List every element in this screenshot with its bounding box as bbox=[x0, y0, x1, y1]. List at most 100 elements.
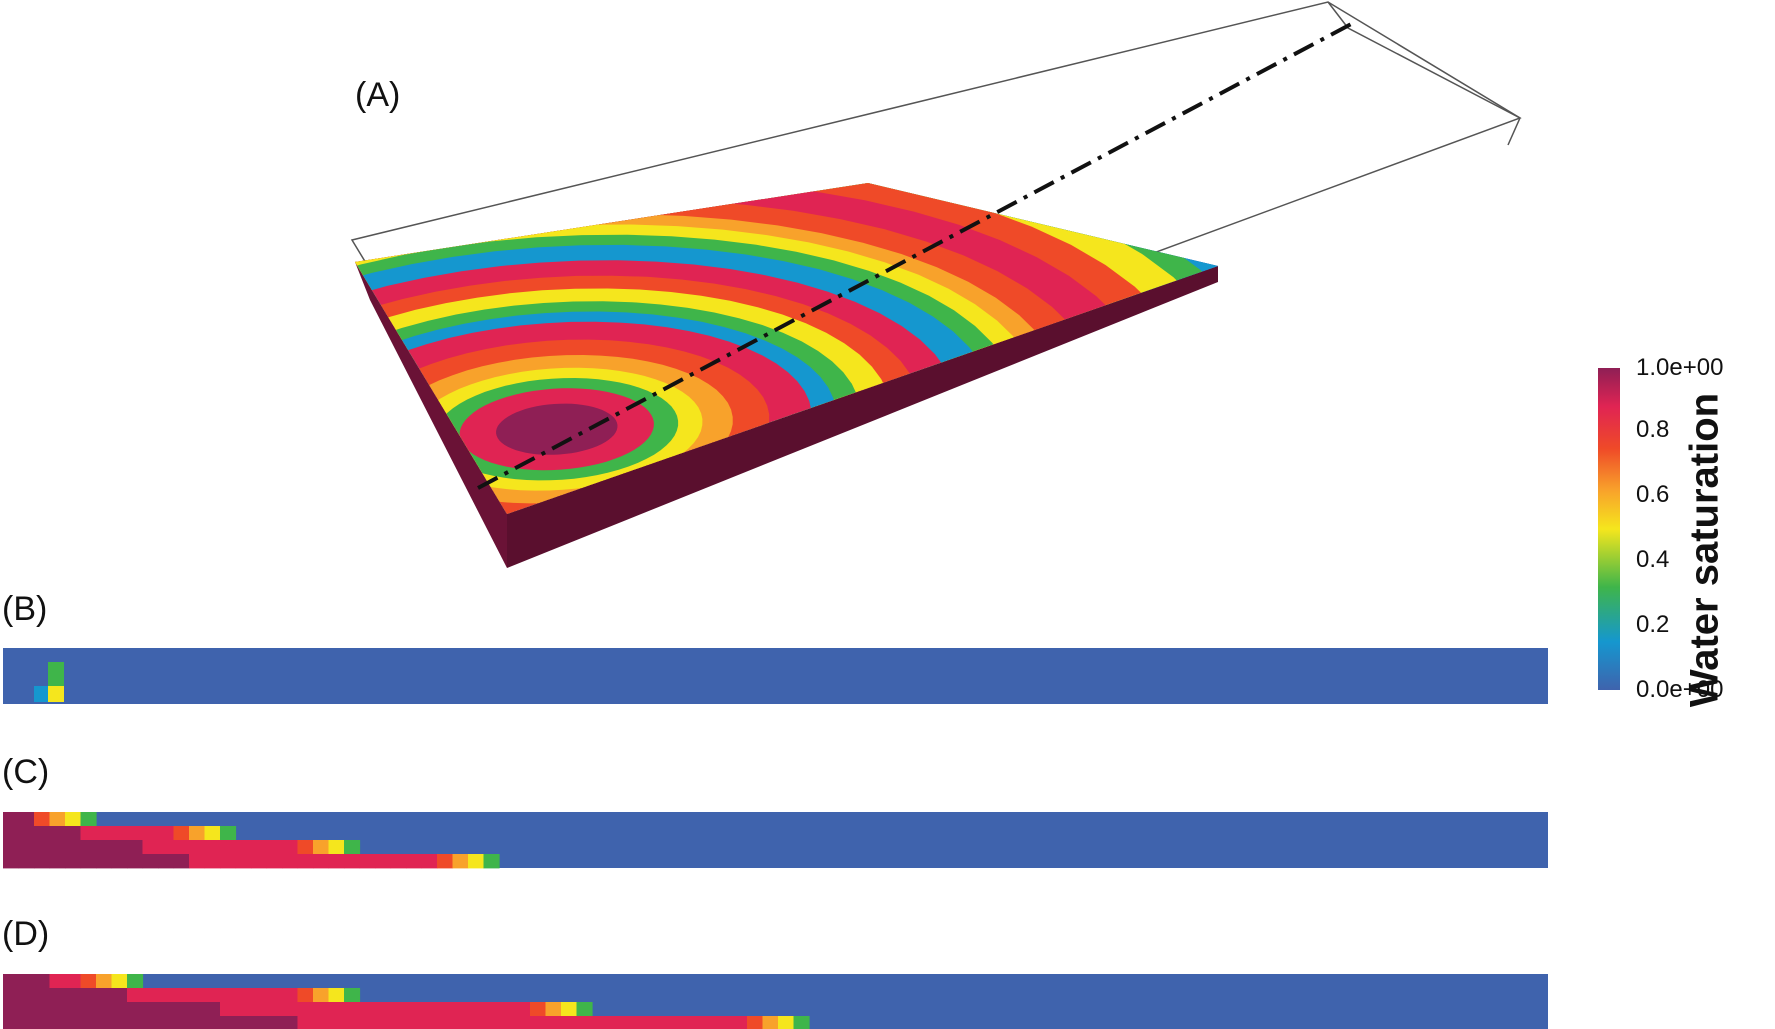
saturation-cell bbox=[313, 854, 330, 869]
saturation-cell bbox=[3, 974, 20, 989]
saturation-cell bbox=[65, 974, 82, 989]
saturation-cell bbox=[328, 854, 345, 869]
saturation-cell bbox=[127, 826, 144, 841]
saturation-cell bbox=[127, 854, 144, 869]
saturation-cell bbox=[592, 1016, 609, 1029]
colorbar-tick-0-6: 0.6 bbox=[1636, 481, 1670, 508]
saturation-cell bbox=[235, 1016, 252, 1029]
saturation-cell bbox=[762, 1016, 779, 1029]
saturation-cell bbox=[34, 812, 51, 827]
saturation-cell bbox=[576, 1016, 593, 1029]
saturation-cell bbox=[530, 1016, 547, 1029]
saturation-cell bbox=[18, 812, 35, 827]
colorbar-title: Water saturation bbox=[1682, 392, 1727, 708]
saturation-cell bbox=[266, 1016, 283, 1029]
saturation-cell bbox=[235, 854, 252, 869]
saturation-cell bbox=[189, 840, 206, 855]
slab-side-front bbox=[507, 266, 1218, 568]
saturation-cell bbox=[204, 840, 221, 855]
saturation-cell bbox=[545, 1002, 562, 1017]
saturation-cell bbox=[111, 840, 128, 855]
saturation-cell bbox=[111, 1016, 128, 1029]
saturation-cell bbox=[111, 826, 128, 841]
colorbar-gradient bbox=[1598, 368, 1620, 690]
saturation-cell bbox=[251, 1002, 268, 1017]
saturation-cell bbox=[3, 812, 20, 827]
saturation-cell bbox=[65, 840, 82, 855]
saturation-cell bbox=[18, 854, 35, 869]
saturation-cell bbox=[173, 826, 190, 841]
saturation-cell bbox=[49, 826, 66, 841]
saturation-cell bbox=[390, 1016, 407, 1029]
saturation-cell bbox=[483, 1016, 500, 1029]
slice-c bbox=[3, 812, 1548, 869]
saturation-cell bbox=[607, 1016, 624, 1029]
saturation-cell bbox=[452, 1016, 469, 1029]
saturation-cell bbox=[189, 854, 206, 869]
saturation-cell bbox=[96, 1002, 113, 1017]
saturation-cell bbox=[437, 854, 454, 869]
saturation-cell bbox=[716, 1016, 733, 1029]
plume-cell bbox=[48, 662, 64, 686]
saturation-cell bbox=[530, 1002, 547, 1017]
saturation-cell bbox=[359, 1002, 376, 1017]
saturation-cell bbox=[142, 988, 159, 1003]
saturation-cell bbox=[654, 1016, 671, 1029]
saturation-cell bbox=[437, 1002, 454, 1017]
saturation-cell bbox=[65, 812, 82, 827]
saturation-cell bbox=[65, 826, 82, 841]
panel-d-label: (D) bbox=[2, 915, 50, 953]
saturation-cell bbox=[359, 854, 376, 869]
panel-a-label: (A) bbox=[355, 76, 401, 114]
slab-side-left bbox=[355, 262, 507, 568]
saturation-cell bbox=[142, 854, 159, 869]
saturation-cell bbox=[80, 854, 97, 869]
saturation-cell bbox=[747, 1016, 764, 1029]
saturation-cell bbox=[173, 840, 190, 855]
saturation-cell bbox=[158, 854, 175, 869]
panel-c-label: (C) bbox=[2, 753, 50, 791]
saturation-cell bbox=[96, 988, 113, 1003]
saturation-cell bbox=[127, 1016, 144, 1029]
saturation-cell bbox=[638, 1016, 655, 1029]
panel-a-3d-view bbox=[350, 1, 1522, 568]
saturation-cell bbox=[127, 974, 144, 989]
saturation-cell bbox=[297, 840, 314, 855]
saturation-cell bbox=[576, 1002, 593, 1017]
saturation-cell bbox=[282, 1016, 299, 1029]
saturation-cell bbox=[127, 1002, 144, 1017]
saturation-cell bbox=[18, 826, 35, 841]
saturation-cell bbox=[3, 840, 20, 855]
saturation-cell bbox=[328, 1016, 345, 1029]
saturation-cell bbox=[406, 1016, 423, 1029]
saturation-cell bbox=[514, 1016, 531, 1029]
saturation-cell bbox=[483, 854, 500, 869]
saturation-cell bbox=[80, 988, 97, 1003]
plume-cell bbox=[34, 686, 48, 702]
saturation-cell bbox=[65, 1016, 82, 1029]
saturation-cell bbox=[623, 1016, 640, 1029]
saturation-cell bbox=[375, 854, 392, 869]
saturation-cell bbox=[204, 854, 221, 869]
saturation-cell bbox=[65, 988, 82, 1003]
saturation-cell bbox=[468, 854, 485, 869]
saturation-cell bbox=[266, 1002, 283, 1017]
saturation-cell bbox=[297, 1002, 314, 1017]
saturation-cell bbox=[669, 1016, 686, 1029]
saturation-cell bbox=[158, 1016, 175, 1029]
saturation-cell bbox=[406, 1002, 423, 1017]
saturation-cell bbox=[251, 840, 268, 855]
saturation-cell bbox=[266, 840, 283, 855]
saturation-cell bbox=[561, 1002, 578, 1017]
saturation-cell bbox=[96, 826, 113, 841]
saturation-cell bbox=[204, 988, 221, 1003]
saturation-cell bbox=[3, 826, 20, 841]
saturation-cell bbox=[96, 840, 113, 855]
saturation-cell bbox=[328, 1002, 345, 1017]
saturation-cell bbox=[80, 1002, 97, 1017]
saturation-cell bbox=[189, 826, 206, 841]
slice-b bbox=[3, 648, 1548, 704]
saturation-cell bbox=[204, 1002, 221, 1017]
saturation-cell bbox=[49, 854, 66, 869]
saturation-cell bbox=[328, 840, 345, 855]
